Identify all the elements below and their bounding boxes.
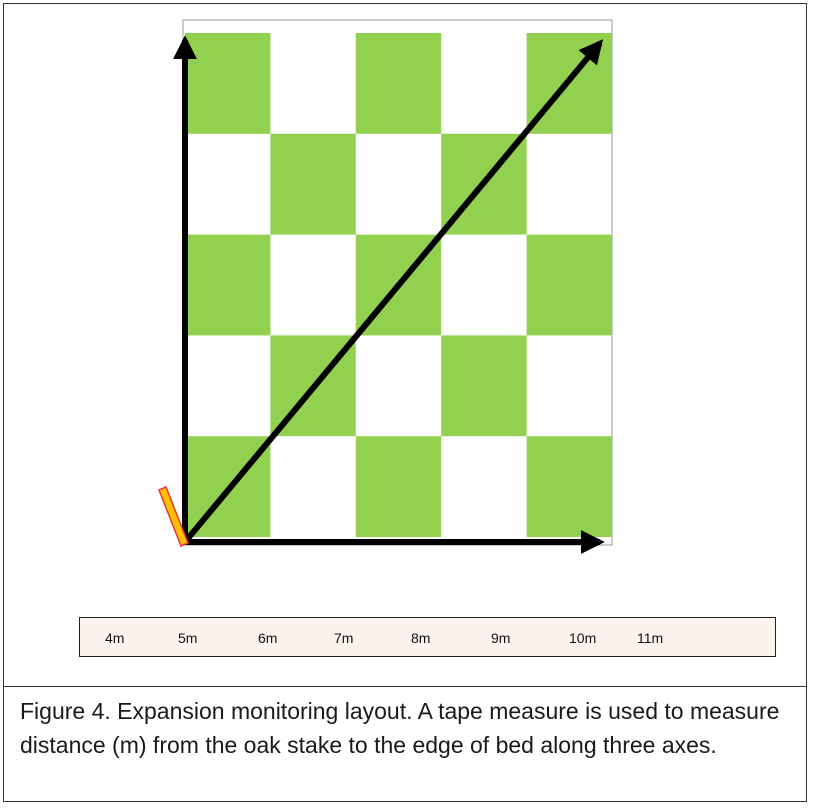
tape-tick: 7m [334, 630, 354, 646]
tape-tick: 10m [569, 630, 597, 646]
tape-tick: 8m [411, 630, 431, 646]
figure-frame [3, 3, 807, 802]
caption-divider [3, 686, 807, 687]
oak-stake-icon [158, 486, 189, 547]
green-cell [526, 234, 612, 336]
figure-caption: Figure 4. Expansion monitoring layout. A… [20, 698, 780, 758]
green-cell [185, 33, 271, 134]
green-cell [355, 33, 442, 134]
tape-measure: 4m 5m 6m 7m 8m 9m 10m 11m [79, 617, 776, 657]
green-cell [441, 335, 527, 437]
diagonal-axis-arrow [182, 39, 604, 544]
bed-diagram [158, 19, 613, 554]
tape-tick: 5m [178, 630, 198, 646]
green-cell [355, 436, 442, 537]
tape-tick: 9m [491, 630, 511, 646]
tape-tick: 4m [105, 630, 125, 646]
tape-tick: 6m [258, 630, 278, 646]
green-cell [270, 133, 356, 235]
green-cell [185, 234, 271, 336]
green-cell [526, 436, 612, 537]
tape-tick: 11m [637, 630, 664, 646]
